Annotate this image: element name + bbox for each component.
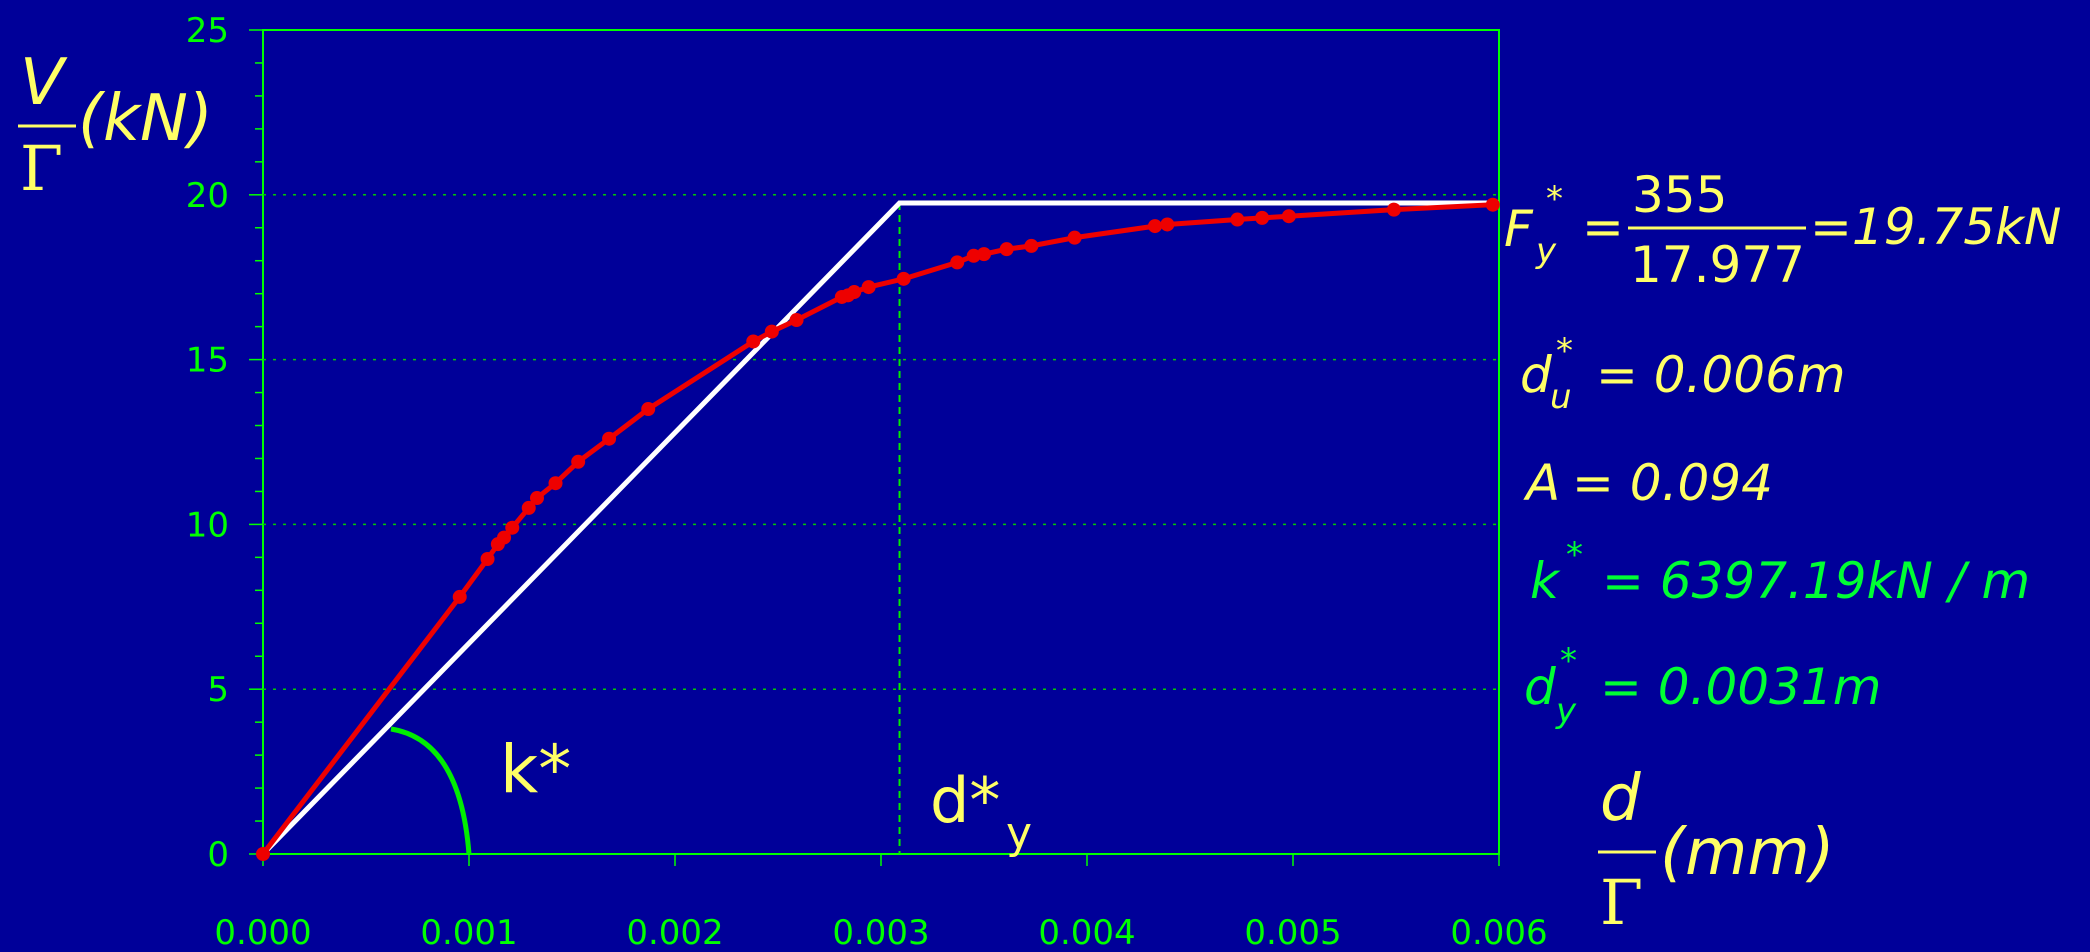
capacity-curve-point	[1386, 202, 1401, 217]
x-tick-label: 0.003	[832, 913, 929, 952]
x-tick-label: 0.001	[420, 913, 517, 952]
dy-value: = 0.0031m	[1600, 658, 1881, 716]
k-sup: *	[1566, 535, 1583, 575]
x-label-unit: (mm)	[1660, 816, 1835, 890]
du-symbol: d	[1520, 346, 1552, 404]
y-tick-label: 15	[186, 341, 229, 381]
y-tick-label: 25	[186, 11, 229, 51]
fy-sup: *	[1546, 179, 1563, 219]
k-symbol: k	[1530, 552, 1561, 610]
grid-lines	[263, 194, 1499, 690]
capacity-curve-point	[256, 847, 270, 861]
capacity-curve-point	[977, 247, 991, 262]
d-star-y-label: d*	[930, 764, 1000, 837]
capacity-curve-point	[1255, 210, 1270, 225]
capacity-curve-point	[452, 589, 467, 604]
plot-frame	[262, 29, 1500, 855]
k-star-angle-arc	[390, 726, 472, 855]
capacity-curve-point	[966, 248, 981, 263]
a-value: = 0.094	[1572, 454, 1773, 512]
capacity-curve-point	[789, 313, 804, 328]
y-axis-ticks: 0 5 10 15 20 25	[186, 11, 263, 875]
x-tick-label: 0.005	[1244, 913, 1341, 952]
series-layer	[256, 197, 1500, 861]
fy-equals: =	[1582, 198, 1624, 256]
capacity-curve-point	[764, 324, 779, 339]
y-tick-label: 20	[186, 176, 229, 216]
capacity-curve-point	[1485, 197, 1500, 212]
capacity-curve-point	[861, 280, 876, 295]
capacity-curve-point	[641, 402, 656, 417]
du-value: = 0.006m	[1596, 346, 1846, 404]
capacity-curve-point	[505, 520, 520, 535]
du-sup: *	[1556, 331, 1573, 371]
capacity-curve-point	[1281, 209, 1296, 224]
equation-du: d * u = 0.006m	[1520, 331, 1846, 417]
y-tick-label: 10	[186, 505, 229, 545]
du-sub: u	[1550, 377, 1572, 417]
capacity-curve-point	[602, 431, 617, 446]
x-tick-label: 0.002	[626, 913, 723, 952]
bilinear-idealization-line	[261, 200, 1499, 856]
k-value: = 6397.19kN / m	[1602, 552, 2030, 610]
fy-denominator: 17.977	[1630, 236, 1805, 294]
dy-symbol: d	[1524, 658, 1556, 716]
capacity-curve-point	[950, 255, 965, 270]
capacity-curve-point	[896, 271, 911, 286]
x-tick-label: 0.000	[214, 913, 311, 952]
capacity-curve-point	[999, 242, 1014, 257]
capacity-curve-point	[1024, 238, 1039, 253]
equation-dy: d * y = 0.0031m	[1524, 641, 1881, 731]
x-axis-label: d Γ (mm)	[1598, 762, 1835, 939]
y-label-numerator: V	[20, 46, 68, 120]
capacity-curve-point	[1067, 230, 1082, 245]
dy-sub: y	[1555, 691, 1577, 731]
x-axis-ticks: 0.000 0.001 0.002 0.003 0.004 0.005 0.006	[214, 854, 1548, 952]
equation-k: k * = 6397.19kN / m	[1530, 535, 2030, 610]
x-label-numerator: d	[1600, 762, 1641, 836]
fy-symbol: F	[1504, 200, 1534, 258]
y-axis-label: V Γ (kN)	[18, 46, 213, 205]
x-label-denominator: Γ	[1600, 866, 1643, 939]
equation-fy: F * y = 355 17.977 =19.75kN	[1504, 166, 2061, 294]
x-tick-label: 0.006	[1450, 913, 1547, 952]
fy-numerator: 355	[1632, 166, 1727, 224]
y-label-denominator: Γ	[20, 132, 63, 205]
capacity-curve-point	[571, 454, 586, 469]
capacity-curve-point	[847, 285, 862, 300]
capacity-curve-point	[548, 476, 563, 491]
fy-sub: y	[1535, 231, 1557, 271]
fy-result: =19.75kN	[1810, 198, 2061, 256]
capacity-curve-line	[261, 202, 1493, 856]
capacity-curve-point	[521, 500, 536, 515]
k-star-label: k*	[500, 731, 571, 808]
a-symbol: A	[1523, 454, 1560, 512]
capacity-curve-point	[480, 552, 495, 567]
x-tick-label: 0.004	[1038, 913, 1135, 952]
capacity-curve-point	[497, 530, 512, 545]
y-tick-label: 0	[207, 835, 229, 875]
capacity-curve-point	[746, 334, 761, 349]
d-star-y-subscript: y	[1006, 808, 1032, 859]
capacity-curve-point	[1160, 217, 1175, 232]
equation-a: A = 0.094	[1523, 454, 1773, 512]
capacity-curve-point	[1147, 219, 1162, 234]
y-label-unit: (kN)	[78, 82, 213, 156]
capacity-curve-point	[1230, 212, 1245, 227]
dy-sup: *	[1560, 641, 1577, 681]
y-tick-label: 5	[207, 670, 229, 710]
capacity-curve-point	[529, 491, 544, 506]
